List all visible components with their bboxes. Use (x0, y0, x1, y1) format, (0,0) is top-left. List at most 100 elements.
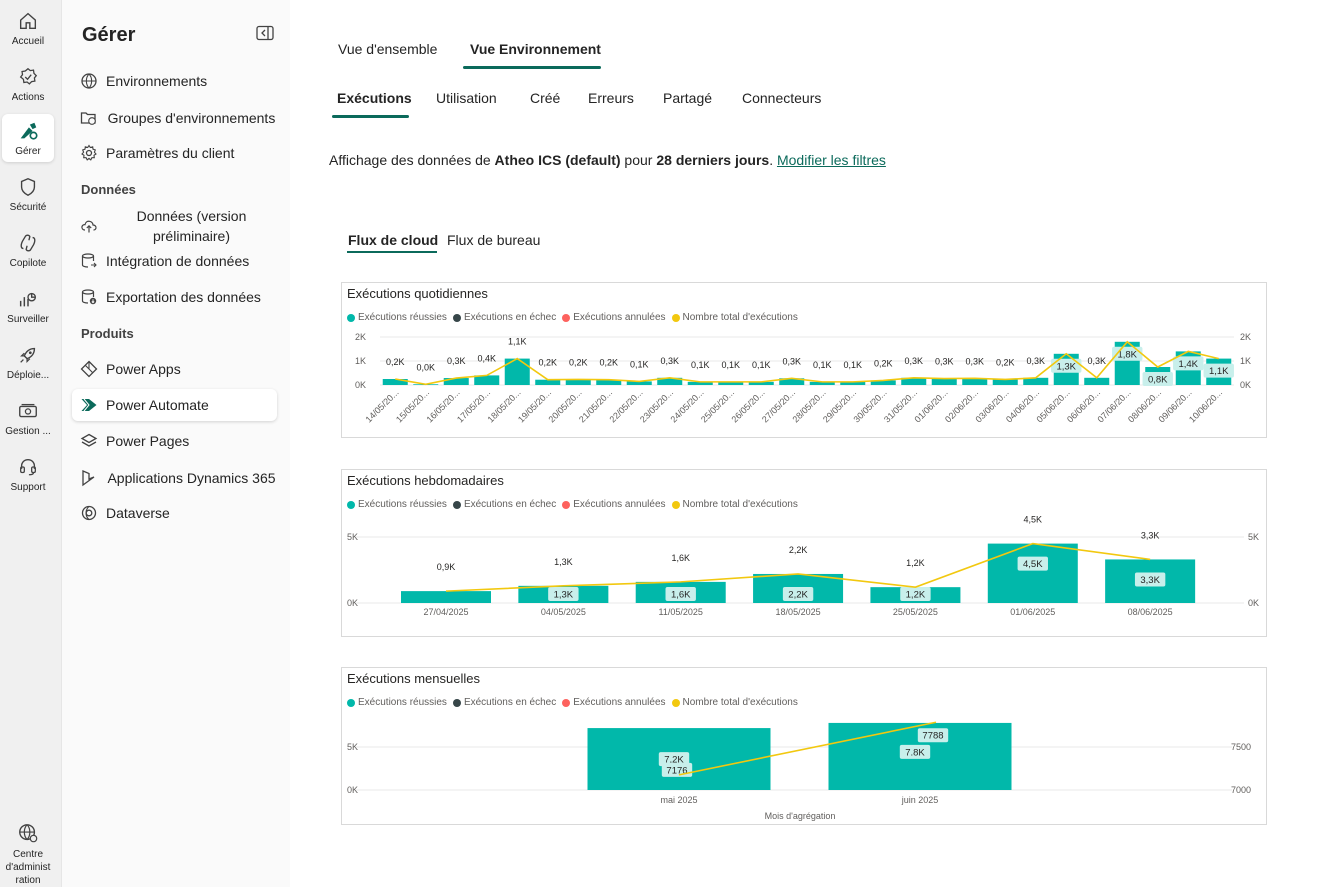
rail-label: Support (10, 482, 46, 493)
tab-environment-view[interactable]: Vue Environnement (470, 41, 601, 57)
data-label: 4,5K (1024, 515, 1043, 525)
line-value-label: 7788 (922, 731, 943, 742)
nav-item-client-settings[interactable]: Paramètres du client (72, 142, 277, 164)
weekly-executions-card: Exécutions hebdomadaires Exécutions réus… (341, 469, 1267, 637)
chart-title: Exécutions hebdomadaires (347, 473, 504, 488)
bar (626, 381, 652, 385)
manage-icon (20, 122, 38, 140)
data-label-inside: 1,3K (1056, 361, 1076, 372)
bar (718, 381, 744, 385)
total-executions-line (445, 542, 1151, 592)
tab-desktop-flows[interactable]: Flux de bureau (447, 232, 541, 248)
legend-dot (347, 698, 355, 707)
data-label: 0,2K (996, 357, 1015, 367)
data-label-inside-bg (900, 587, 931, 601)
y-tick-label: 1K (355, 356, 366, 366)
y-tick-label: 0K (347, 598, 358, 608)
collapse-panel-icon[interactable] (256, 25, 274, 41)
data-label-inside-bg (665, 587, 696, 601)
nav-item-power-automate[interactable]: Power Automate (72, 389, 277, 421)
nav-item-environments[interactable]: Environnements (72, 70, 277, 92)
database-icon (81, 253, 97, 268)
bar (565, 379, 591, 385)
subtab-connectors[interactable]: Connecteurs (742, 90, 822, 106)
legend-dot (562, 500, 571, 509)
subtab-executions[interactable]: Exécutions (337, 90, 412, 106)
legend-label: Exécutions en échec (463, 697, 557, 708)
data-label-inside-bg (1051, 358, 1082, 373)
nav-item-dataverse[interactable]: Dataverse (72, 502, 277, 524)
data-label-inside-bg (658, 752, 690, 767)
legend-label: Exécutions annulées (573, 312, 666, 323)
rail-item-monitor[interactable]: Surveiller (2, 282, 54, 330)
tab-cloud-flows[interactable]: Flux de cloud (348, 232, 439, 248)
nav-item-dynamics-365[interactable]: Applications Dynamics 365 (72, 457, 277, 499)
rail-item-security[interactable]: Sécurité (2, 170, 54, 218)
chart-title: Exécutions quotidiennes (347, 286, 488, 301)
rail-admin-label-3: ration (15, 875, 41, 886)
power-apps-icon (80, 360, 98, 378)
x-tick-label: 18/05/2025 (776, 607, 821, 617)
legend-label: Exécutions annulées (573, 697, 666, 708)
bar (657, 377, 683, 385)
data-label: 0,3K (1026, 356, 1045, 366)
rocket-icon (20, 347, 36, 363)
rail-item-manage[interactable]: Gérer (2, 114, 54, 162)
nav-item-label: Power Pages (106, 433, 190, 449)
globe-icon (81, 73, 97, 89)
subtab-errors[interactable]: Erreurs (588, 90, 634, 106)
y2-tick-label: 0K (1240, 380, 1251, 390)
chart-title: Exécutions mensuelles (347, 671, 480, 686)
subtab-usage[interactable]: Utilisation (436, 90, 497, 106)
data-label: 0,4K (477, 353, 496, 363)
data-label: 0,2K (599, 358, 618, 368)
nav-item-label: Applications Dynamics 365 (107, 470, 276, 486)
rail-item-support[interactable]: Support (2, 450, 54, 498)
nav-item-environment-groups[interactable]: Groupes d'environnements (72, 97, 277, 139)
nav-section-data: Données (81, 182, 136, 197)
data-label: 0,1K (752, 360, 771, 370)
flow-tab-indicator (347, 251, 437, 253)
chart-legend: Exécutions réussies Exécutions en échec … (347, 499, 804, 510)
data-label-inside-bg (1142, 372, 1173, 386)
info-period: 28 derniers jours (656, 152, 770, 168)
rail-admin-label-1: Centre (12, 849, 43, 860)
nav-item-data-preview[interactable]: Données (version préliminaire) (72, 205, 277, 247)
legend-label: Exécutions annulées (573, 499, 666, 510)
data-label: 1,1K (508, 337, 527, 347)
modify-filters-link[interactable]: Modifier les filtres (776, 152, 886, 168)
data-label-inside: 1,1K (1209, 366, 1229, 377)
legend-label: Nombre total d'exécutions (682, 499, 798, 510)
nav-item-power-pages[interactable]: Power Pages (72, 430, 277, 452)
data-label: 0,3K (660, 356, 679, 366)
weekly-executions-chart: 0K 0K 5K 5K 0,9K 27/04/2025 1,3K 1,3K 04/05/2025… (347, 515, 1259, 617)
subtab-shared[interactable]: Partagé (663, 90, 713, 106)
chart-legend: Exécutions réussies Exécutions en échec … (347, 697, 804, 708)
nav-item-power-apps[interactable]: Power Apps (72, 358, 277, 380)
subtab-created[interactable]: Créé (530, 90, 561, 106)
nav-item-data-integration[interactable]: Intégration de données (72, 250, 277, 272)
rail-item-deploy[interactable]: Déploie... (2, 338, 54, 386)
legend-label: Exécutions réussies (358, 697, 447, 708)
tab-active-indicator (463, 66, 601, 69)
rail-item-billing[interactable]: Gestion ... (2, 394, 54, 442)
rail-label: Sécurité (9, 202, 47, 213)
home-icon (19, 12, 37, 30)
data-label: 0,2K (538, 358, 557, 368)
legend-dot (671, 698, 680, 707)
rail-item-copilot[interactable]: Copilote (2, 226, 54, 274)
bar (840, 381, 866, 385)
data-label-inside: 7.8K (905, 747, 925, 758)
x-tick-label: 04/05/2025 (541, 607, 586, 617)
legend-dot (562, 698, 571, 707)
dynamics-icon (82, 470, 95, 487)
bar (779, 378, 805, 385)
nav-item-data-export[interactable]: Exportation des données (72, 286, 277, 308)
tab-overview[interactable]: Vue d'ensemble (338, 41, 438, 57)
rail-item-admin-center[interactable]: Centre d'administ ration (2, 822, 54, 887)
rail-item-actions[interactable]: Actions (2, 60, 54, 108)
data-label: 0,1K (721, 360, 740, 370)
nav-item-label: Données (version préliminaire) (136, 208, 247, 244)
data-label: 0,1K (813, 360, 832, 370)
rail-item-home[interactable]: Accueil (2, 4, 54, 52)
